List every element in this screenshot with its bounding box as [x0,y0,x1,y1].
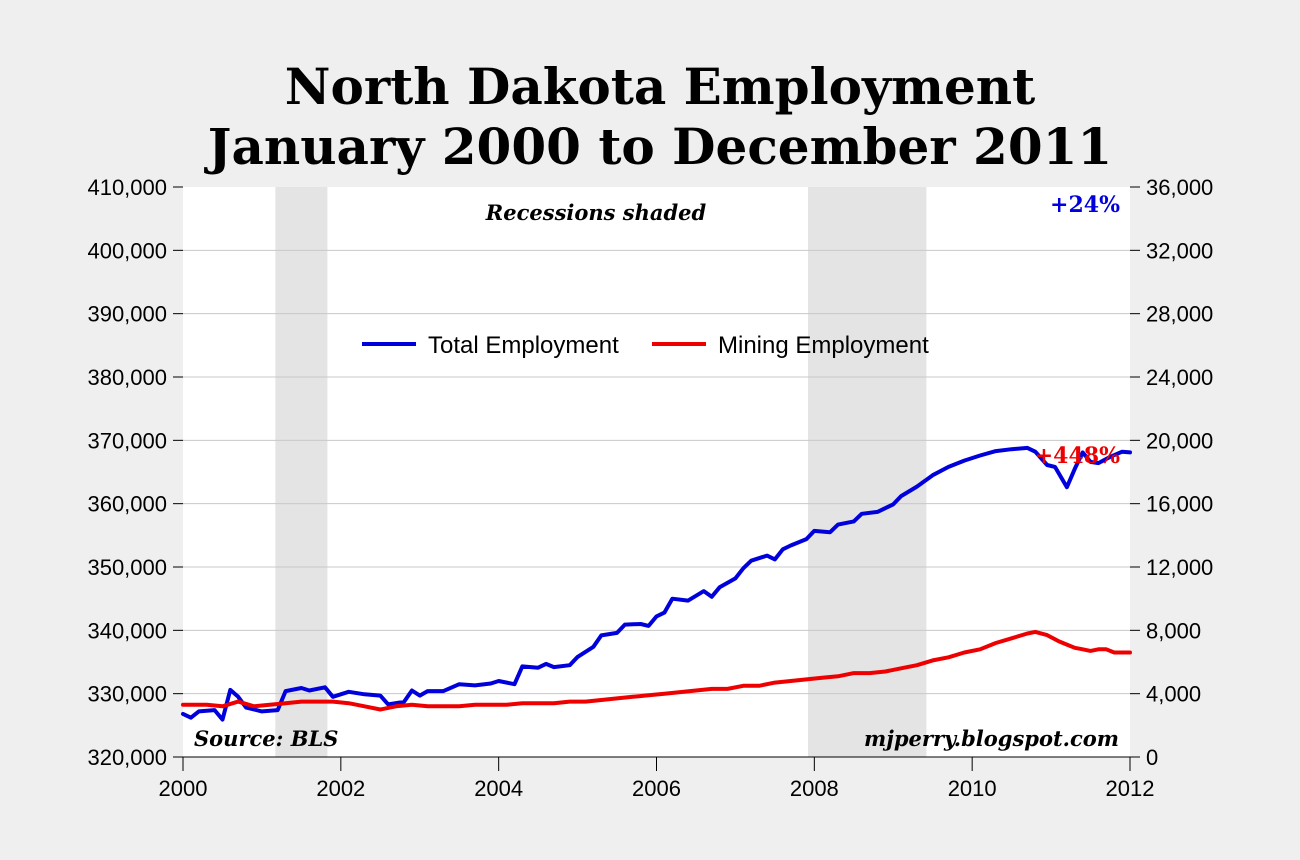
recession-band-0 [275,187,328,757]
right-tick-label: 24,000 [1146,365,1213,390]
left-tick-label: 380,000 [87,365,167,390]
source-label: Source: BLS [194,726,338,751]
right-tick-label: 32,000 [1146,238,1213,263]
right-tick-label: 36,000 [1146,175,1213,200]
x-tick-label: 2004 [474,776,523,801]
left-tick-label: 370,000 [87,428,167,453]
left-tick-label: 330,000 [87,682,167,707]
legend-label-total: Total Employment [428,332,619,359]
left-tick-label: 400,000 [87,238,167,263]
x-tick-label: 2002 [316,776,365,801]
x-tick-label: 2000 [159,776,208,801]
series-line-mining-employment [181,629,1132,712]
credit-label: mjperry.blogspot.com [864,726,1119,751]
recession-shading [275,187,927,757]
right-tick-label: 12,000 [1146,555,1213,580]
left-tick-label: 320,000 [87,745,167,770]
left-tick-label: 390,000 [87,302,167,327]
legend-label-mining: Mining Employment [718,332,929,359]
legend: Total Employment Mining Employment [362,332,929,359]
right-tick-label: 16,000 [1146,492,1213,517]
right-tick-label: 8,000 [1146,618,1201,643]
x-tick-label: 2012 [1106,776,1155,801]
recession-band-1 [808,187,927,757]
recessions-note: Recessions shaded [485,200,707,225]
left-tick-label: 350,000 [87,555,167,580]
axes: 320,000 330,000 340,000 350,000 360,000 370,0… [87,175,1213,801]
left-tick-label: 360,000 [87,492,167,517]
total-end-label: +24% [1050,192,1120,218]
chart-title-line2: January 2000 to December 2011 [204,117,1112,176]
x-tick-label: 2008 [790,776,839,801]
plot-area [183,187,1130,757]
right-tick-label: 28,000 [1146,302,1213,327]
series-line-total-employment [181,445,1132,722]
left-tick-label: 340,000 [87,618,167,643]
x-tick-label: 2006 [632,776,681,801]
right-tick-label: 4,000 [1146,682,1201,707]
left-tick-label: 410,000 [87,175,167,200]
right-tick-label: 0 [1146,745,1158,770]
series-lines [181,445,1132,722]
chart-title-line1: North Dakota Employment [285,57,1035,116]
x-tick-label: 2010 [948,776,997,801]
right-tick-label: 20,000 [1146,428,1213,453]
mining-end-label: +448% [1035,443,1120,469]
